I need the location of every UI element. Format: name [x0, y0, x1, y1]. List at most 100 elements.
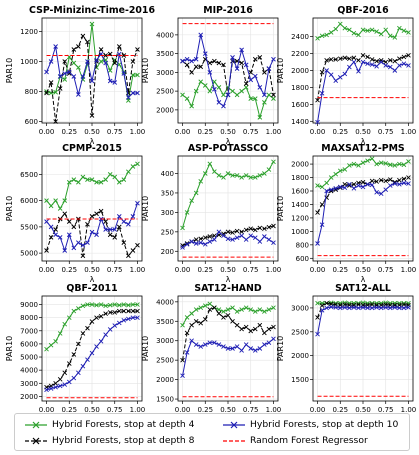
data-point [48, 59, 54, 64]
data-point [347, 56, 352, 61]
subplot: MAXSAT12-PMS 0.00 0.25 0.50 0.75 1.00 600 800 10… [276, 143, 416, 284]
data-point [221, 233, 226, 239]
legend-item-depth-4: Hybrid Forests, stop at depth 4 [25, 419, 195, 430]
data-point [351, 59, 357, 65]
data-point [369, 182, 375, 188]
data-point [351, 30, 357, 36]
data-point [48, 235, 54, 240]
x-tick-label: 0.00 [39, 266, 55, 274]
x-tick-label: 1.00 [266, 128, 282, 136]
data-point [360, 59, 366, 65]
data-point [397, 305, 402, 311]
data-point [116, 179, 122, 185]
y-tick-label: 200 [161, 248, 174, 256]
data-point [315, 36, 320, 41]
x-tick-label: 0.75 [107, 406, 123, 414]
data-point [216, 100, 222, 105]
data-point [89, 214, 95, 219]
y-tick-label: 2200 [291, 50, 309, 58]
data-point [266, 326, 272, 332]
x-tick-label: 0.50 [355, 406, 371, 414]
y-tick-label: 1600 [291, 188, 309, 196]
data-point [243, 62, 249, 68]
data-point [193, 190, 199, 196]
data-point [252, 326, 258, 332]
data-point [94, 211, 99, 217]
data-point [207, 301, 213, 307]
data-point [360, 305, 366, 310]
data-point [216, 60, 222, 66]
data-point [383, 178, 389, 184]
y-tick-label: 6000 [20, 197, 38, 205]
data-point [230, 305, 235, 310]
data-point [225, 171, 231, 176]
x-tick-label: 0.75 [243, 128, 259, 136]
data-point [365, 28, 370, 34]
data-point [342, 181, 348, 187]
subplot: SAT12-ALL 0.00 0.25 0.50 0.75 1.00 1500 2000 250… [276, 283, 416, 424]
data-point [184, 330, 190, 336]
data-point [221, 344, 226, 349]
data-point [180, 225, 185, 231]
data-point [262, 70, 267, 75]
data-point [252, 175, 258, 180]
y-axis-label: PAR10 [276, 196, 285, 222]
y-axis-label: PAR10 [276, 58, 285, 84]
y-tick-label: 3000 [156, 69, 174, 77]
y-tick-label: 2000 [291, 67, 309, 75]
y-tick-label: 2500 [291, 328, 309, 336]
data-point [266, 340, 272, 345]
x-tick-label: 1.00 [401, 266, 417, 274]
data-point [262, 234, 267, 239]
data-point [234, 66, 240, 71]
data-point [369, 62, 375, 67]
data-point [239, 47, 244, 53]
data-point [347, 183, 352, 188]
data-point [225, 313, 231, 318]
data-point [184, 62, 190, 68]
x-axis-label: λ [226, 137, 231, 146]
data-point [198, 320, 204, 326]
data-point [126, 308, 131, 314]
data-point [189, 198, 194, 204]
x-tick-label: 0.75 [107, 266, 123, 274]
data-point [234, 322, 240, 328]
data-point [48, 386, 54, 391]
data-point [347, 64, 352, 70]
data-point [116, 320, 122, 326]
data-point [337, 185, 343, 190]
data-point [239, 229, 244, 235]
data-point [126, 253, 131, 259]
y-axis-label: PAR10 [141, 58, 150, 84]
subplot-title: SAT12-ALL [335, 283, 391, 294]
data-point [53, 44, 58, 49]
data-point [130, 302, 136, 307]
data-point [130, 90, 136, 96]
y-tick-label: 9000 [20, 301, 38, 309]
data-point [94, 179, 99, 185]
data-point [374, 179, 379, 184]
data-point [216, 229, 222, 235]
x-tick-label: 0.50 [220, 266, 236, 274]
data-point [351, 185, 357, 191]
subplot: ASP-POTASSCO 0.00 0.25 0.50 0.75 1.00 200 250 30… [141, 143, 281, 284]
subplot-title: QBF-2016 [337, 5, 389, 16]
data-point [180, 58, 185, 64]
data-point [257, 239, 263, 244]
data-point [360, 184, 366, 190]
series-line [46, 310, 138, 388]
data-point [76, 65, 81, 70]
data-point [406, 159, 411, 164]
data-point [266, 66, 272, 71]
x-axis-label: λ [226, 275, 231, 284]
data-point [351, 55, 357, 61]
data-point [243, 324, 249, 330]
y-axis-label: PAR10 [5, 336, 14, 362]
data-point [252, 348, 258, 353]
data-point [66, 379, 72, 385]
data-point [189, 70, 194, 75]
data-point [225, 346, 231, 351]
data-point [202, 235, 208, 240]
data-point [387, 58, 393, 63]
data-point [112, 174, 118, 180]
